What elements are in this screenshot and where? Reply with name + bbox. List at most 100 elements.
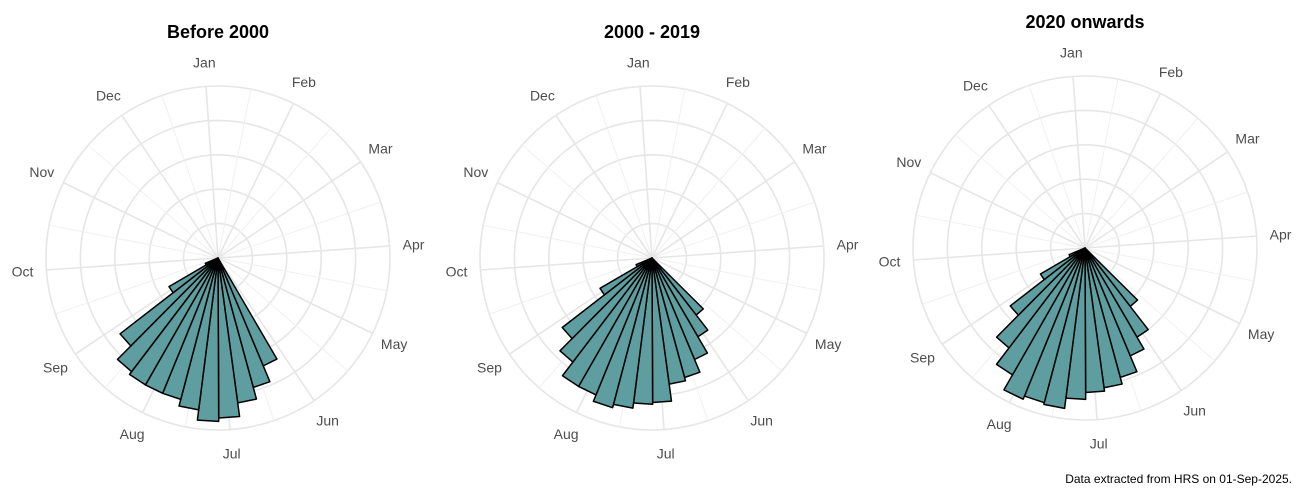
chart-panel-2020-onwards: 2020 onwards Jan Feb Mar Apr May Jun Jul Aug Sep O… — [879, 12, 1292, 452]
month-label-jan: Jan — [193, 54, 216, 70]
chart-title: Before 2000 — [167, 22, 269, 42]
month-label-nov: Nov — [896, 154, 921, 170]
grid-spoke — [651, 257, 807, 335]
grid-spoke-minor — [521, 144, 653, 259]
grid-spoke — [121, 114, 219, 259]
grid-ring — [45, 85, 391, 431]
grid-spoke — [217, 103, 295, 259]
month-label-oct: Oct — [446, 264, 468, 280]
month-label-may: May — [381, 336, 407, 352]
grid-spoke-minor — [954, 134, 1086, 249]
grid-spoke — [46, 257, 219, 271]
grid-spoke — [217, 257, 315, 402]
grid-spoke — [1084, 247, 1240, 325]
grid-spoke-minor — [651, 257, 783, 372]
grid-spoke — [1072, 76, 1086, 249]
grid-spoke — [651, 245, 824, 259]
grid-spoke — [1084, 93, 1162, 249]
grid-spoke-minor — [651, 201, 815, 259]
grid-spoke-minor — [916, 214, 1086, 249]
grid-spoke-minor — [161, 95, 219, 259]
month-label-jun: Jun — [1183, 402, 1206, 418]
grid-spoke — [1084, 151, 1229, 249]
month-label-jan: Jan — [627, 54, 650, 70]
month-label-feb: Feb — [726, 74, 750, 90]
month-label-mar: Mar — [1235, 130, 1259, 146]
polar-bar — [204, 257, 219, 266]
month-label-sep: Sep — [43, 360, 68, 376]
grid-spoke — [217, 161, 362, 259]
month-label-sep: Sep — [910, 350, 935, 366]
grid-spoke-minor — [922, 247, 1086, 305]
polar-bar — [599, 257, 653, 296]
grid-spoke — [217, 245, 390, 259]
grid-spoke-minor — [55, 257, 219, 315]
grid-spoke-minor — [651, 257, 821, 292]
grid-spoke-minor — [595, 95, 653, 259]
grid-spoke — [63, 181, 219, 259]
grid-spoke-minor — [1084, 191, 1248, 249]
month-label-dec: Dec — [530, 88, 555, 104]
grid-spoke — [651, 161, 796, 259]
polar-bar — [635, 257, 653, 268]
grid-spoke-minor — [483, 224, 653, 259]
grid-spoke-minor — [217, 257, 349, 372]
polar-bar — [1039, 247, 1086, 281]
grid-spoke-minor — [489, 257, 653, 315]
grid-spoke-minor — [651, 89, 686, 259]
month-label-jul: Jul — [657, 446, 675, 462]
grid-ring — [912, 75, 1258, 421]
grid-spoke — [1084, 235, 1257, 249]
month-label-aug: Aug — [554, 426, 579, 442]
grid-spoke-minor — [217, 127, 332, 259]
month-label-dec: Dec — [96, 88, 121, 104]
grid-spoke-minor — [217, 201, 381, 259]
month-label-apr: Apr — [403, 236, 425, 252]
month-label-sep: Sep — [477, 360, 502, 376]
month-label-nov: Nov — [29, 164, 54, 180]
month-label-aug: Aug — [987, 416, 1012, 432]
month-label-oct: Oct — [12, 264, 34, 280]
chart-panel-before-2000: Before 2000 Jan Feb Mar Apr May Jun Jul Aug Sep Oc… — [12, 22, 425, 462]
grid-spoke-minor — [1084, 247, 1216, 362]
month-label-may: May — [1248, 326, 1274, 342]
month-label-feb: Feb — [1159, 64, 1183, 80]
month-label-jun: Jun — [316, 412, 339, 428]
chart-title: 2020 onwards — [1025, 12, 1144, 32]
grid-spoke — [555, 114, 653, 259]
grid-spoke — [639, 86, 653, 259]
month-label-aug: Aug — [120, 426, 145, 442]
grid-spoke — [651, 103, 729, 259]
month-label-mar: Mar — [368, 140, 392, 156]
month-label-jun: Jun — [750, 412, 773, 428]
month-label-mar: Mar — [802, 140, 826, 156]
grid-spoke — [217, 257, 373, 335]
chart-panel-2000-2019: 2000 - 2019 Jan Feb Mar Apr May Jun Jul Aug Sep Oc… — [446, 22, 859, 462]
grid-spoke — [913, 247, 1086, 261]
month-label-apr: Apr — [1270, 226, 1292, 242]
grid-spoke-minor — [87, 144, 219, 259]
month-label-jul: Jul — [223, 446, 241, 462]
month-label-jul: Jul — [1090, 436, 1108, 452]
month-label-feb: Feb — [292, 74, 316, 90]
month-label-apr: Apr — [837, 236, 859, 252]
month-label-may: May — [815, 336, 841, 352]
grid-spoke — [497, 181, 653, 259]
polar-bar — [119, 257, 219, 347]
month-label-jan: Jan — [1060, 44, 1083, 60]
month-label-oct: Oct — [879, 254, 901, 270]
polar-bar — [1068, 247, 1086, 258]
chart-title: 2000 - 2019 — [604, 22, 700, 42]
month-label-dec: Dec — [963, 78, 988, 94]
month-label-nov: Nov — [463, 164, 488, 180]
grid-spoke — [480, 257, 653, 271]
data-source-caption: Data extracted from HRS on 01-Sep-2025. — [1065, 472, 1292, 486]
grid-spoke-minor — [1084, 247, 1254, 282]
grid-spoke-minor — [651, 127, 766, 259]
grid-spoke-minor — [1084, 117, 1199, 249]
grid-spoke-minor — [217, 89, 252, 259]
grid-ring — [479, 85, 825, 431]
grid-spoke-minor — [217, 257, 387, 292]
grid-spoke — [988, 104, 1086, 249]
